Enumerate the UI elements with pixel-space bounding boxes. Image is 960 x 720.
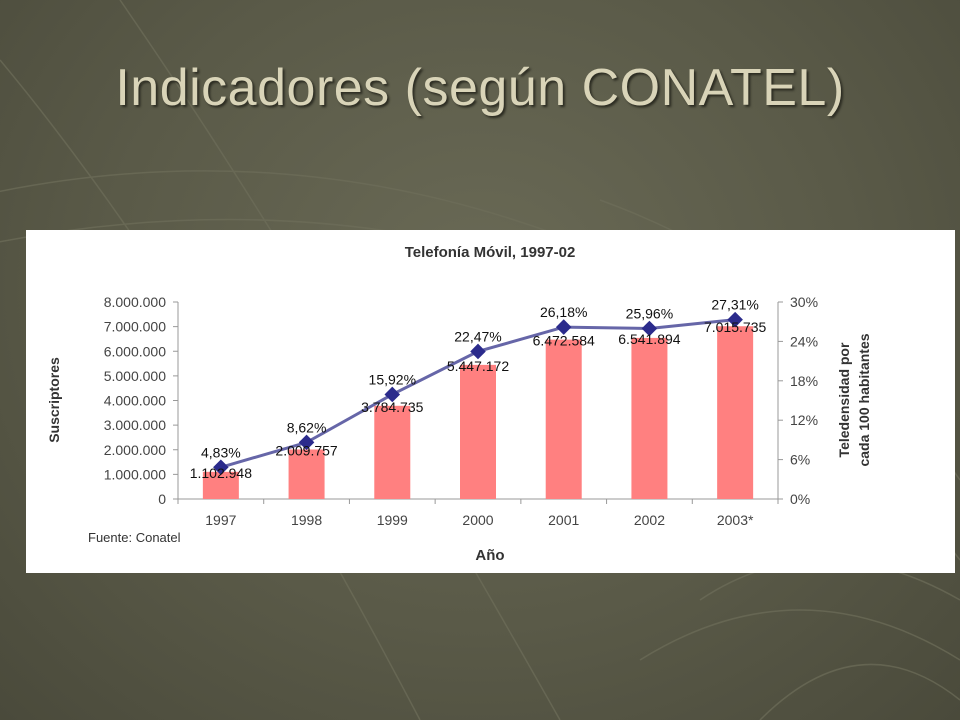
bar <box>202 471 239 499</box>
bar-value-label: 6.541.894 <box>618 331 680 347</box>
source-note: Fuente: Conatel <box>88 530 181 545</box>
data-labels: 1.102.948 2.009.757 3.784.735 5.447.172 6.47… <box>190 297 767 481</box>
y-tick-label: 8.000.000 <box>104 294 166 310</box>
y-tick-label: 6.000.000 <box>104 343 166 359</box>
x-tick-label: 2002 <box>634 512 665 528</box>
x-tick-label: 2001 <box>548 512 579 528</box>
line-value-label: 27,31% <box>711 297 758 313</box>
y2-tick-label: 12% <box>790 412 818 428</box>
bar-value-label: 5.447.172 <box>447 358 509 374</box>
x-tick-label: 2003* <box>717 512 754 528</box>
x-tick-label: 1998 <box>291 512 322 528</box>
combo-chart: Telefonía Móvil, 1997-02 0 1.000.000 2.000… <box>46 244 872 564</box>
line-point <box>213 459 229 476</box>
y-tick-label: 5.000.000 <box>104 368 166 384</box>
bar-value-label: 7.015.735 <box>704 319 766 335</box>
bar-value-label: 6.472.584 <box>533 333 595 349</box>
axes: 0 1.000.000 2.000.000 3.000.000 4.000.000 5.0… <box>104 294 818 528</box>
bar <box>374 405 411 499</box>
y2-tick-label: 24% <box>790 333 818 349</box>
bar <box>460 364 496 499</box>
y2-axis-title-line1: Teledensidad por <box>836 342 852 457</box>
y-tick-label: 3.000.000 <box>104 417 166 433</box>
x-tick-label: 1999 <box>377 512 408 528</box>
y-tick-label: 7.000.000 <box>104 319 166 335</box>
bar <box>545 339 582 499</box>
line-value-label: 25,96% <box>626 306 673 322</box>
x-axis-title: Año <box>475 547 504 564</box>
line-value-label: 4,83% <box>201 444 241 460</box>
line-value-label: 22,47% <box>454 328 501 344</box>
y-tick-label: 2.000.000 <box>104 442 166 458</box>
line-point <box>298 434 315 451</box>
y-tick-label: 4.000.000 <box>104 393 166 409</box>
y2-tick-label: 0% <box>790 491 810 507</box>
line-value-label: 26,18% <box>540 304 587 320</box>
y-tick-label: 0 <box>158 491 166 507</box>
chart-panel: Telefonía Móvil, 1997-02 0 1.000.000 2.000… <box>26 230 955 573</box>
bar-value-label: 1.102.948 <box>190 465 252 481</box>
y-axis-title: Suscriptores <box>46 357 62 443</box>
line-point <box>384 386 401 403</box>
x-tick-label: 1997 <box>205 512 236 528</box>
line-value-label: 8,62% <box>287 419 327 435</box>
bar <box>717 326 754 499</box>
y2-tick-label: 30% <box>790 294 818 310</box>
slide-title: Indicadores (según CONATEL) <box>115 59 845 117</box>
bar-value-label: 2.009.757 <box>275 443 337 459</box>
y2-tick-label: 6% <box>790 452 810 468</box>
y2-axis-title-line2: cada 100 habitantes <box>856 333 872 466</box>
bar-series <box>202 326 754 499</box>
y-tick-label: 1.000.000 <box>104 466 166 482</box>
bar <box>288 449 325 499</box>
y2-tick-label: 18% <box>790 373 818 389</box>
bar <box>631 337 668 499</box>
x-tick-label: 2000 <box>462 512 493 528</box>
bar-value-label: 3.784.735 <box>361 399 423 415</box>
chart-title: Telefonía Móvil, 1997-02 <box>405 244 576 261</box>
line-value-label: 15,92% <box>369 371 416 387</box>
